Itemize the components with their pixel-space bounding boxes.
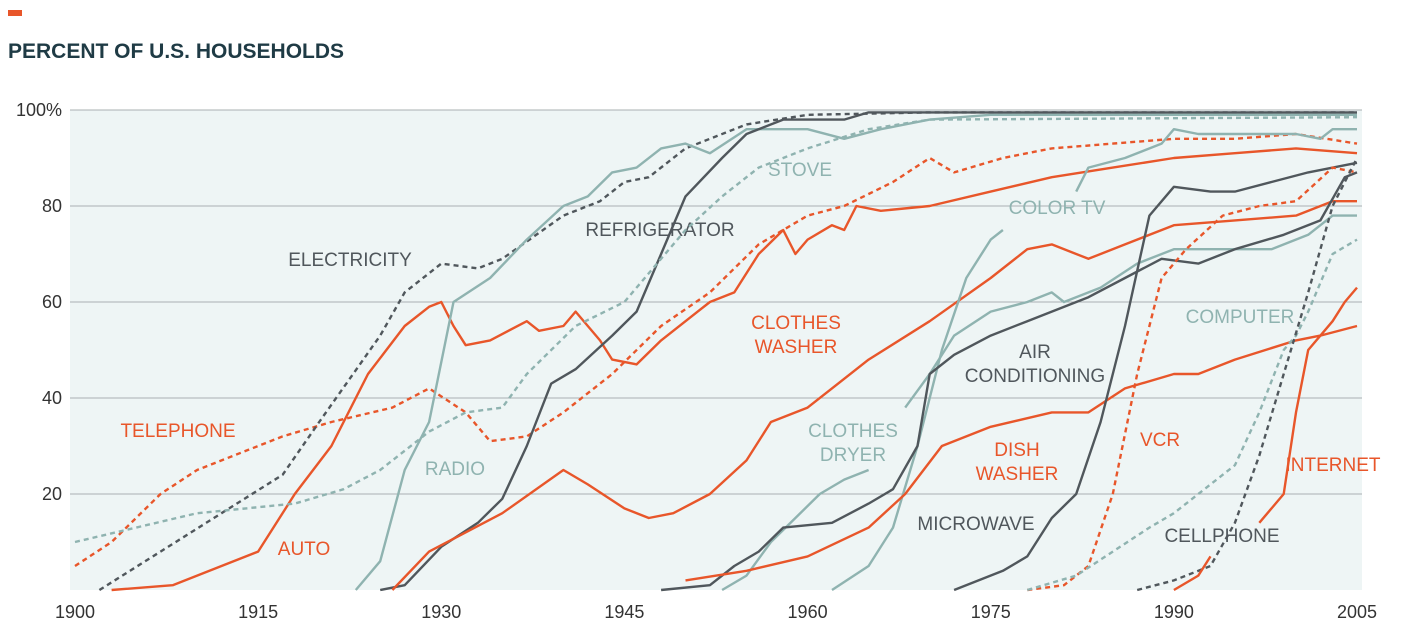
series-label: AUTO <box>278 539 330 560</box>
series-line <box>1173 286 1358 592</box>
x-tick-label: 1975 <box>971 602 1011 622</box>
x-tick-label: 1915 <box>238 602 278 622</box>
series-label: COLOR TV <box>1009 198 1106 219</box>
series-label: MICROWAVE <box>917 514 1034 535</box>
series-line <box>1026 238 1358 592</box>
series-label: DISH WASHER <box>976 440 1059 485</box>
x-tick-label: 2005 <box>1337 602 1377 622</box>
y-tick-label: 40 <box>42 388 62 408</box>
chart-title: PERCENT OF U.S. HOUSEHOLDS <box>8 40 344 63</box>
y-tick-label: 20 <box>42 484 62 504</box>
series-label: CELLPHONE <box>1164 526 1279 547</box>
series-label: COMPUTER <box>1186 307 1295 328</box>
series-label: INTERNET <box>1286 455 1381 476</box>
x-tick-label: 1945 <box>604 602 644 622</box>
plot-background <box>70 110 1362 590</box>
series-label: STOVE <box>768 160 832 181</box>
y-tick-label: 100% <box>16 100 62 120</box>
series-line <box>111 147 1358 592</box>
series-line <box>953 161 1358 592</box>
series-label: ELECTRICITY <box>288 250 412 271</box>
x-tick-label: 1900 <box>55 602 95 622</box>
series-line <box>391 200 1357 591</box>
series-label: REFRIGERATOR <box>585 220 734 241</box>
series-label: VCR <box>1140 430 1180 451</box>
y-tick-label: 60 <box>42 292 62 312</box>
series-label: CLOTHES DRYER <box>808 421 898 466</box>
series-label: RADIO <box>425 459 485 480</box>
x-tick-label: 1990 <box>1154 602 1194 622</box>
series-line <box>354 113 1357 591</box>
series-line <box>74 132 1358 568</box>
series-line <box>831 127 1357 592</box>
series-line <box>98 111 1357 592</box>
series-line <box>1136 157 1359 592</box>
series-label: TELEPHONE <box>120 421 235 442</box>
series-line <box>685 324 1358 582</box>
series-label: CLOTHES WASHER <box>751 313 841 358</box>
series-line <box>74 116 1358 544</box>
x-tick-label: 1960 <box>788 602 828 622</box>
series-line <box>721 214 1357 592</box>
series-label: AIR CONDITIONING <box>965 342 1105 387</box>
y-tick-label: 80 <box>42 196 62 216</box>
series-line <box>660 171 1358 592</box>
x-tick-label: 1930 <box>421 602 461 622</box>
series-line <box>379 111 1357 592</box>
accent-bar <box>8 10 22 16</box>
